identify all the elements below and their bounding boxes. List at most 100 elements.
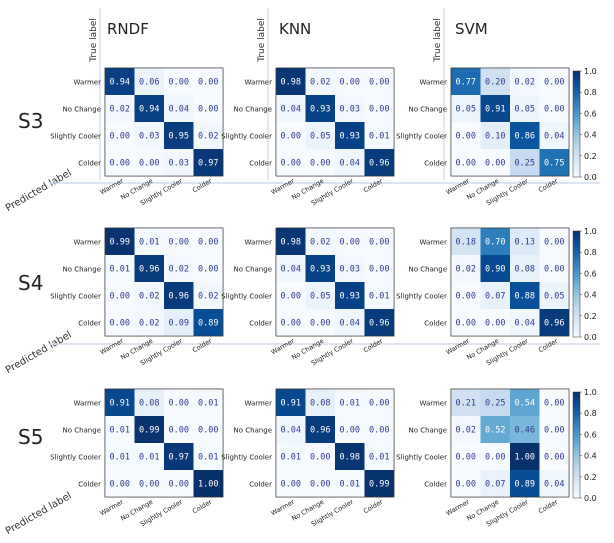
matrix-border: [104, 227, 224, 337]
matrix-cell: [510, 389, 540, 416]
cell-value: 0.00: [110, 159, 130, 169]
cell-value: 0.96: [139, 265, 159, 275]
cell-value: 0.00: [139, 159, 159, 169]
cell-value: 0.00: [544, 265, 564, 275]
cell-value: 0.00: [369, 426, 389, 436]
cell-value: 0.07: [485, 292, 505, 302]
matrix-cell: [451, 228, 481, 255]
cell-value: 0.00: [281, 292, 301, 302]
matrix-cell: [105, 228, 135, 255]
matrix-cell: [335, 149, 365, 176]
cell-value: 0.00: [198, 426, 218, 436]
cell-value: 0.01: [369, 132, 389, 142]
y-tick-label: Warmer: [244, 400, 272, 408]
matrix-cell: [364, 255, 394, 282]
y-tick-label: Colder: [249, 160, 272, 168]
matrix-cell: [364, 95, 394, 122]
cell-value: 0.00: [198, 105, 218, 115]
matrix-cell: [451, 95, 481, 122]
matrix-cell: [164, 68, 194, 95]
y-tick-label: No Change: [408, 106, 447, 114]
cell-value: 0.00: [456, 319, 476, 329]
matrix-cell: [480, 443, 510, 470]
y-tick-label: Slightly Cooler: [396, 133, 447, 141]
matrix-cell: [276, 95, 306, 122]
cell-value: 0.04: [340, 319, 360, 329]
matrix-cell: [105, 255, 135, 282]
matrix-cell: [451, 416, 481, 443]
cell-value: 0.25: [515, 159, 535, 169]
matrix-cell: [539, 470, 569, 497]
cell-value: 0.00: [110, 132, 130, 142]
matrix-cell: [539, 282, 569, 309]
cell-value: 0.07: [485, 480, 505, 490]
cell-value: 0.00: [456, 159, 476, 169]
cell-value: 0.01: [110, 453, 130, 463]
matrix-cell: [305, 68, 335, 95]
colorbar: [572, 70, 581, 178]
matrix-cell: [105, 309, 135, 336]
matrix-cell: [305, 309, 335, 336]
matrix-cell: [105, 68, 135, 95]
matrix-cell: [335, 470, 365, 497]
x-tick-label: Colder: [537, 177, 560, 195]
cell-value: 0.00: [544, 453, 564, 463]
matrix-cell: [305, 416, 335, 443]
matrix-cell: [335, 389, 365, 416]
cell-value: 0.04: [281, 426, 301, 436]
colorbar-tick-label: 1.0: [584, 227, 597, 236]
cell-value: 0.94: [139, 105, 159, 115]
cell-value: 0.00: [340, 238, 360, 248]
matrix-cell: [305, 122, 335, 149]
true-label-knn: True label: [257, 18, 267, 63]
cell-value: 0.93: [310, 265, 330, 275]
colorbar-tick-label: 0.6: [584, 109, 597, 118]
matrix-cell: [134, 389, 164, 416]
cell-value: 0.77: [456, 78, 476, 88]
cell-value: 0.00: [544, 78, 564, 88]
cell-value: 0.01: [139, 238, 159, 248]
cell-value: 0.02: [169, 265, 189, 275]
colorbar-tick-label: 1.0: [584, 388, 597, 397]
cell-value: 0.04: [544, 132, 564, 142]
matrix-cell: [510, 309, 540, 336]
cell-value: 0.03: [340, 265, 360, 275]
matrix-cell: [335, 95, 365, 122]
cell-value: 0.75: [544, 159, 564, 169]
y-tick-label: Warmer: [73, 400, 101, 408]
cell-value: 0.00: [369, 265, 389, 275]
matrix-border: [450, 388, 570, 498]
matrix-cell: [451, 68, 481, 95]
cell-value: 0.52: [485, 426, 505, 436]
matrix-cell: [364, 68, 394, 95]
cell-value: 0.00: [169, 399, 189, 409]
y-tick-label: Slightly Cooler: [50, 293, 101, 301]
matrix-cell: [480, 416, 510, 443]
cell-value: 0.08: [139, 399, 159, 409]
y-tick-label: Warmer: [419, 79, 447, 87]
matrix-cell: [480, 95, 510, 122]
matrix-cell: [276, 443, 306, 470]
matrix-cell: [539, 255, 569, 282]
matrix-cell: [305, 389, 335, 416]
cell-value: 0.06: [139, 78, 159, 88]
cell-value: 0.00: [169, 238, 189, 248]
colorbar-tick-label: 0.2: [584, 473, 597, 482]
matrix-cell: [276, 228, 306, 255]
colorbar-tick-label: 0.2: [584, 312, 597, 321]
matrix-cell: [539, 309, 569, 336]
y-tick-label: Warmer: [419, 239, 447, 247]
cell-value: 0.00: [544, 238, 564, 248]
cell-value: 0.00: [281, 159, 301, 169]
cell-value: 0.00: [198, 78, 218, 88]
cell-value: 0.88: [515, 292, 535, 302]
cell-value: 0.00: [456, 132, 476, 142]
cell-value: 0.96: [369, 159, 389, 169]
colorbar-tick-label: 0.4: [584, 452, 597, 461]
matrix-cell: [364, 470, 394, 497]
matrix-cell: [510, 228, 540, 255]
matrix-cell: [164, 228, 194, 255]
matrix-cell: [164, 389, 194, 416]
cell-value: 0.04: [281, 265, 301, 275]
x-tick-label: Colder: [362, 177, 385, 195]
